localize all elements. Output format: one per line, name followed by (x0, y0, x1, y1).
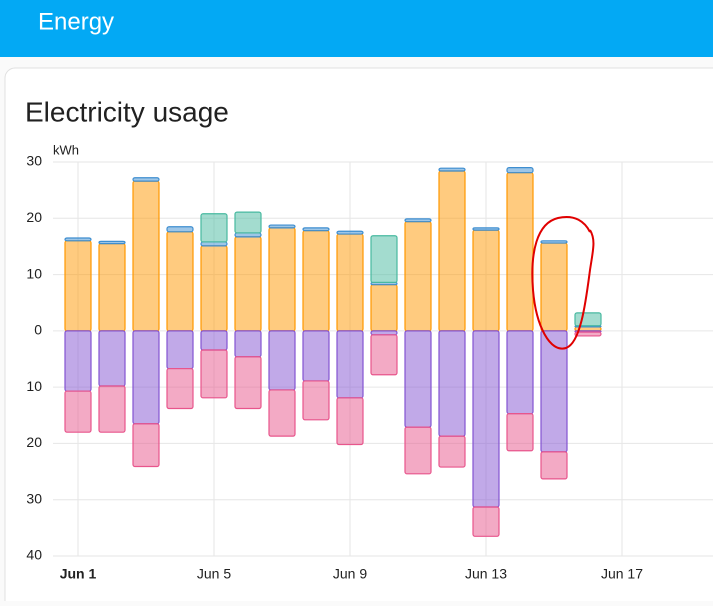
bar-segment (574, 331, 602, 337)
bar-segment (404, 330, 432, 428)
bar-segment (302, 230, 330, 332)
y-tick-label: 30 (26, 153, 42, 169)
bar-segment (302, 380, 330, 421)
bar-segment (268, 330, 296, 391)
bar-segment (336, 230, 364, 235)
bar-segment (302, 330, 330, 382)
bar-segment (166, 226, 194, 233)
bar-segment (98, 330, 126, 387)
bar-segment (438, 435, 466, 468)
y-tick-label: 20 (26, 434, 42, 450)
bar-segment (336, 233, 364, 332)
x-tick-label: Jun 17 (601, 566, 643, 582)
bar-segment (200, 245, 228, 332)
bar-segment (234, 330, 262, 358)
bar-segment (472, 506, 500, 537)
bar-segment (336, 330, 364, 399)
bar-segment (234, 211, 262, 234)
bar-segment (540, 240, 568, 244)
bar-segment (200, 213, 228, 243)
y-axis-unit: kWh (53, 142, 79, 157)
bar-segment (438, 170, 466, 332)
x-tick-label: Jun 13 (465, 566, 507, 582)
bar-segment (166, 330, 194, 370)
plot: 30 20 10 0 10 20 30 40 Jun 1 Jun 5 Jun 9 Jun 13 Jun … (26, 153, 713, 582)
bar-segment (64, 390, 92, 433)
bar-segment (234, 356, 262, 410)
bar-segment (64, 330, 92, 392)
header-title: Energy (38, 8, 114, 35)
chart-title: Electricity usage (25, 96, 229, 127)
bar-segment (438, 167, 466, 172)
y-tick-label: 30 (26, 490, 42, 506)
bar-segment (506, 330, 534, 415)
bar-segment (268, 227, 296, 332)
bar-segment (472, 227, 500, 231)
bar-segment (64, 240, 92, 332)
y-tick-label: 20 (26, 209, 42, 225)
bar-segment (166, 367, 194, 410)
y-tick-label: 10 (26, 265, 42, 281)
bar-segment (506, 172, 534, 332)
bar-segment (132, 423, 160, 468)
bar-segment (200, 330, 228, 351)
bar-segment (370, 334, 398, 376)
bar-segment (234, 236, 262, 332)
bar-segment (404, 218, 432, 223)
x-tick-label: Jun 5 (197, 566, 231, 582)
annotation-circle (531, 216, 595, 350)
bar-segment (370, 284, 398, 332)
bar-segment (166, 231, 194, 332)
bar-segment (472, 229, 500, 332)
bar-segment (574, 312, 602, 327)
bar-segment (268, 389, 296, 437)
bar-segment (540, 242, 568, 332)
bar-segment (404, 426, 432, 475)
bar-segment (98, 385, 126, 433)
bar-segment (506, 412, 534, 452)
bar-segment (98, 240, 126, 245)
app-header (0, 0, 713, 57)
x-tick-label: Jun 9 (333, 566, 367, 582)
bar-segment (540, 451, 568, 480)
bar-segment (132, 330, 160, 425)
bar-segment (200, 349, 228, 399)
x-tick-label: Jun 1 (60, 566, 97, 582)
bar-segment (506, 167, 534, 174)
bar-segment (98, 243, 126, 332)
bar-segment (64, 237, 92, 242)
y-tick-label: 10 (26, 378, 42, 394)
bar-segment (438, 330, 466, 437)
bar-segment (302, 227, 330, 232)
y-tick-label: 40 (26, 547, 42, 563)
bar-segment (132, 180, 160, 332)
bar-segment (268, 224, 296, 229)
bar-segment (472, 330, 500, 508)
bar-segment (404, 221, 432, 332)
y-tick-label: 0 (34, 322, 42, 338)
bar-segment (132, 177, 160, 182)
bar-segment (336, 397, 364, 446)
bar-segment (370, 235, 398, 284)
